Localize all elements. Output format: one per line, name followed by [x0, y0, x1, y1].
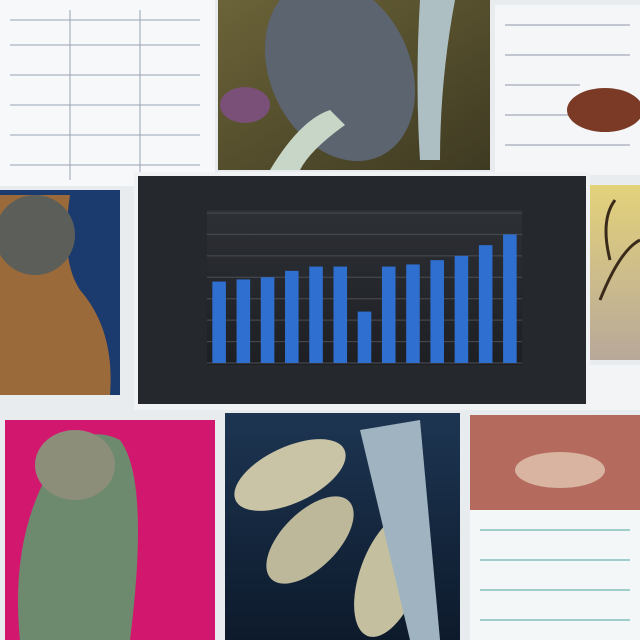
- bar: [478, 245, 493, 363]
- bar: [212, 281, 226, 363]
- chart: [207, 212, 522, 364]
- bar: [430, 260, 444, 363]
- bar: [381, 266, 396, 363]
- bar: [503, 234, 517, 363]
- bar: [357, 311, 372, 363]
- bar: [333, 266, 348, 363]
- photo-tile: [0, 190, 120, 395]
- bar: [454, 255, 469, 363]
- photo-tile: [218, 0, 490, 170]
- document-tile: [0, 0, 215, 186]
- photo-tile: [470, 415, 640, 640]
- photo-tile: [225, 413, 460, 640]
- bar: [309, 266, 323, 363]
- bar: [236, 279, 251, 363]
- document-tile: [495, 5, 640, 175]
- bar: [260, 277, 275, 363]
- photo-tile: [590, 185, 640, 410]
- bar: [406, 264, 420, 363]
- bar: [285, 270, 299, 363]
- photo-tile: [5, 420, 215, 640]
